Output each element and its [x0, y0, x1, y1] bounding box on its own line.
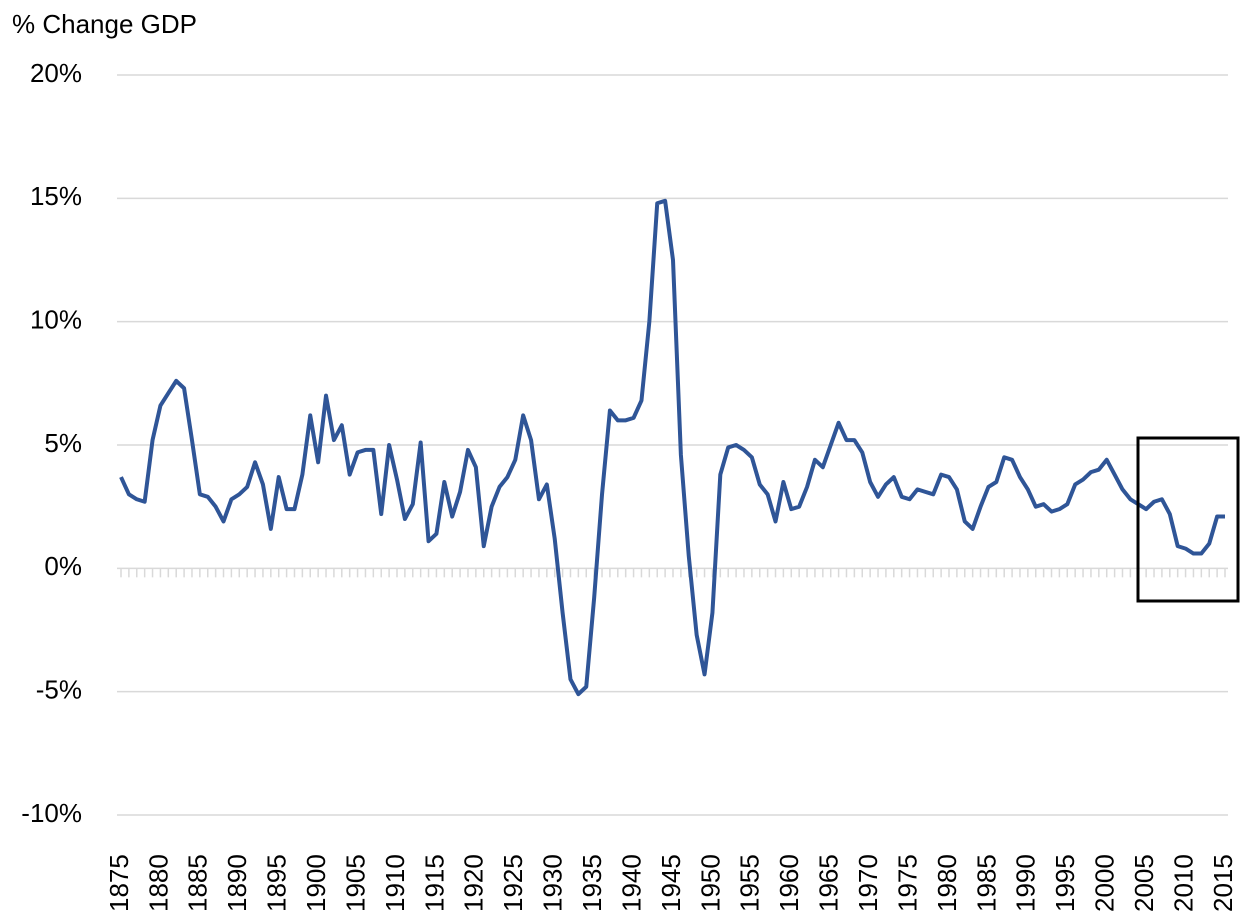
x-tick-label: 1890 — [222, 854, 252, 912]
x-tick-label: 1875 — [104, 854, 134, 912]
x-tick-label: 1950 — [695, 854, 725, 912]
x-tick-label: 1935 — [577, 854, 607, 912]
x-tick-label: 2015 — [1208, 854, 1238, 912]
y-tick-label: -10% — [21, 798, 82, 828]
highlight-box — [1136, 436, 1240, 603]
x-tick-label: 1905 — [340, 854, 370, 912]
y-axis-label: % Change GDP — [12, 9, 197, 39]
x-tick-label: 2005 — [1129, 854, 1159, 912]
x-tick-label: 1970 — [853, 854, 883, 912]
x-tick-label: 2000 — [1090, 854, 1120, 912]
x-tick-label: 1930 — [538, 854, 568, 912]
x-tick-label: 1990 — [1011, 854, 1041, 912]
x-tick-label: 1945 — [656, 854, 686, 912]
x-tick-label: 1920 — [459, 854, 489, 912]
data-line — [119, 198, 1225, 697]
y-tick-label: -5% — [36, 675, 82, 705]
x-tick-label: 1915 — [419, 854, 449, 912]
x-tick-label: 1975 — [892, 854, 922, 912]
x-tick-label: 1925 — [498, 854, 528, 912]
x-tick-label: 2010 — [1168, 854, 1198, 912]
x-tick-label: 1955 — [735, 854, 765, 912]
x-tick-label: 1910 — [380, 854, 410, 912]
x-tick-label: 1995 — [1050, 854, 1080, 912]
y-tick-label: 15% — [30, 181, 82, 211]
x-tick-label: 1985 — [971, 854, 1001, 912]
y-tick-label: 5% — [44, 428, 82, 458]
x-tick-label: 1980 — [932, 854, 962, 912]
x-tick-label: 1940 — [616, 854, 646, 912]
y-tick-label: 0% — [44, 551, 82, 581]
x-tick-label: 1900 — [301, 854, 331, 912]
x-tick-label: 1960 — [774, 854, 804, 912]
x-tick-label: 1965 — [814, 854, 844, 912]
x-tick-label: 1895 — [262, 854, 292, 912]
x-tick-label: 1885 — [183, 854, 213, 912]
x-tick-label: 1880 — [143, 854, 173, 912]
y-tick-label: 10% — [30, 305, 82, 335]
y-tick-label: 20% — [30, 58, 82, 88]
